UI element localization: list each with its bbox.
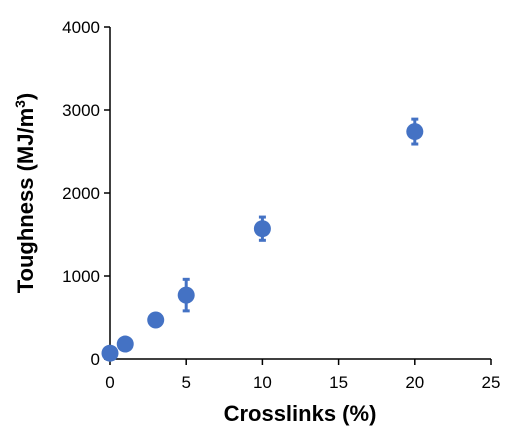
tick-layer: 0 1000 2000 3000 4000 0 5 10 15 20 25 — [62, 18, 500, 392]
y-axis-title-superscript: 3 — [12, 100, 28, 108]
data-point — [147, 311, 165, 329]
x-tick-label: 15 — [329, 373, 348, 392]
data-point — [101, 344, 119, 362]
x-tick-label: 20 — [405, 373, 424, 392]
y-tick-label: 1000 — [62, 267, 100, 286]
x-tick-label: 10 — [253, 373, 272, 392]
y-tick-label: 4000 — [62, 18, 100, 37]
x-axis-title: Crosslinks (%) — [224, 401, 377, 426]
y-tick-label: 0 — [91, 350, 100, 369]
x-tick-label: 25 — [482, 373, 501, 392]
y-axis-title-main: Toughness (MJ/m — [13, 108, 38, 293]
y-axis-title-close: ) — [13, 93, 38, 100]
x-tick-label: 0 — [105, 373, 114, 392]
y-axis-title: Toughness (MJ/m3) — [12, 93, 38, 294]
data-point — [177, 286, 195, 304]
y-tick-label: 2000 — [62, 184, 100, 203]
data-point-layer — [101, 123, 424, 362]
data-point — [406, 123, 424, 141]
axes — [109, 27, 491, 360]
data-point — [116, 335, 134, 353]
x-tick-label: 5 — [181, 373, 190, 392]
data-point — [253, 220, 271, 238]
error-bar-layer — [182, 117, 419, 313]
y-tick-label: 3000 — [62, 101, 100, 120]
